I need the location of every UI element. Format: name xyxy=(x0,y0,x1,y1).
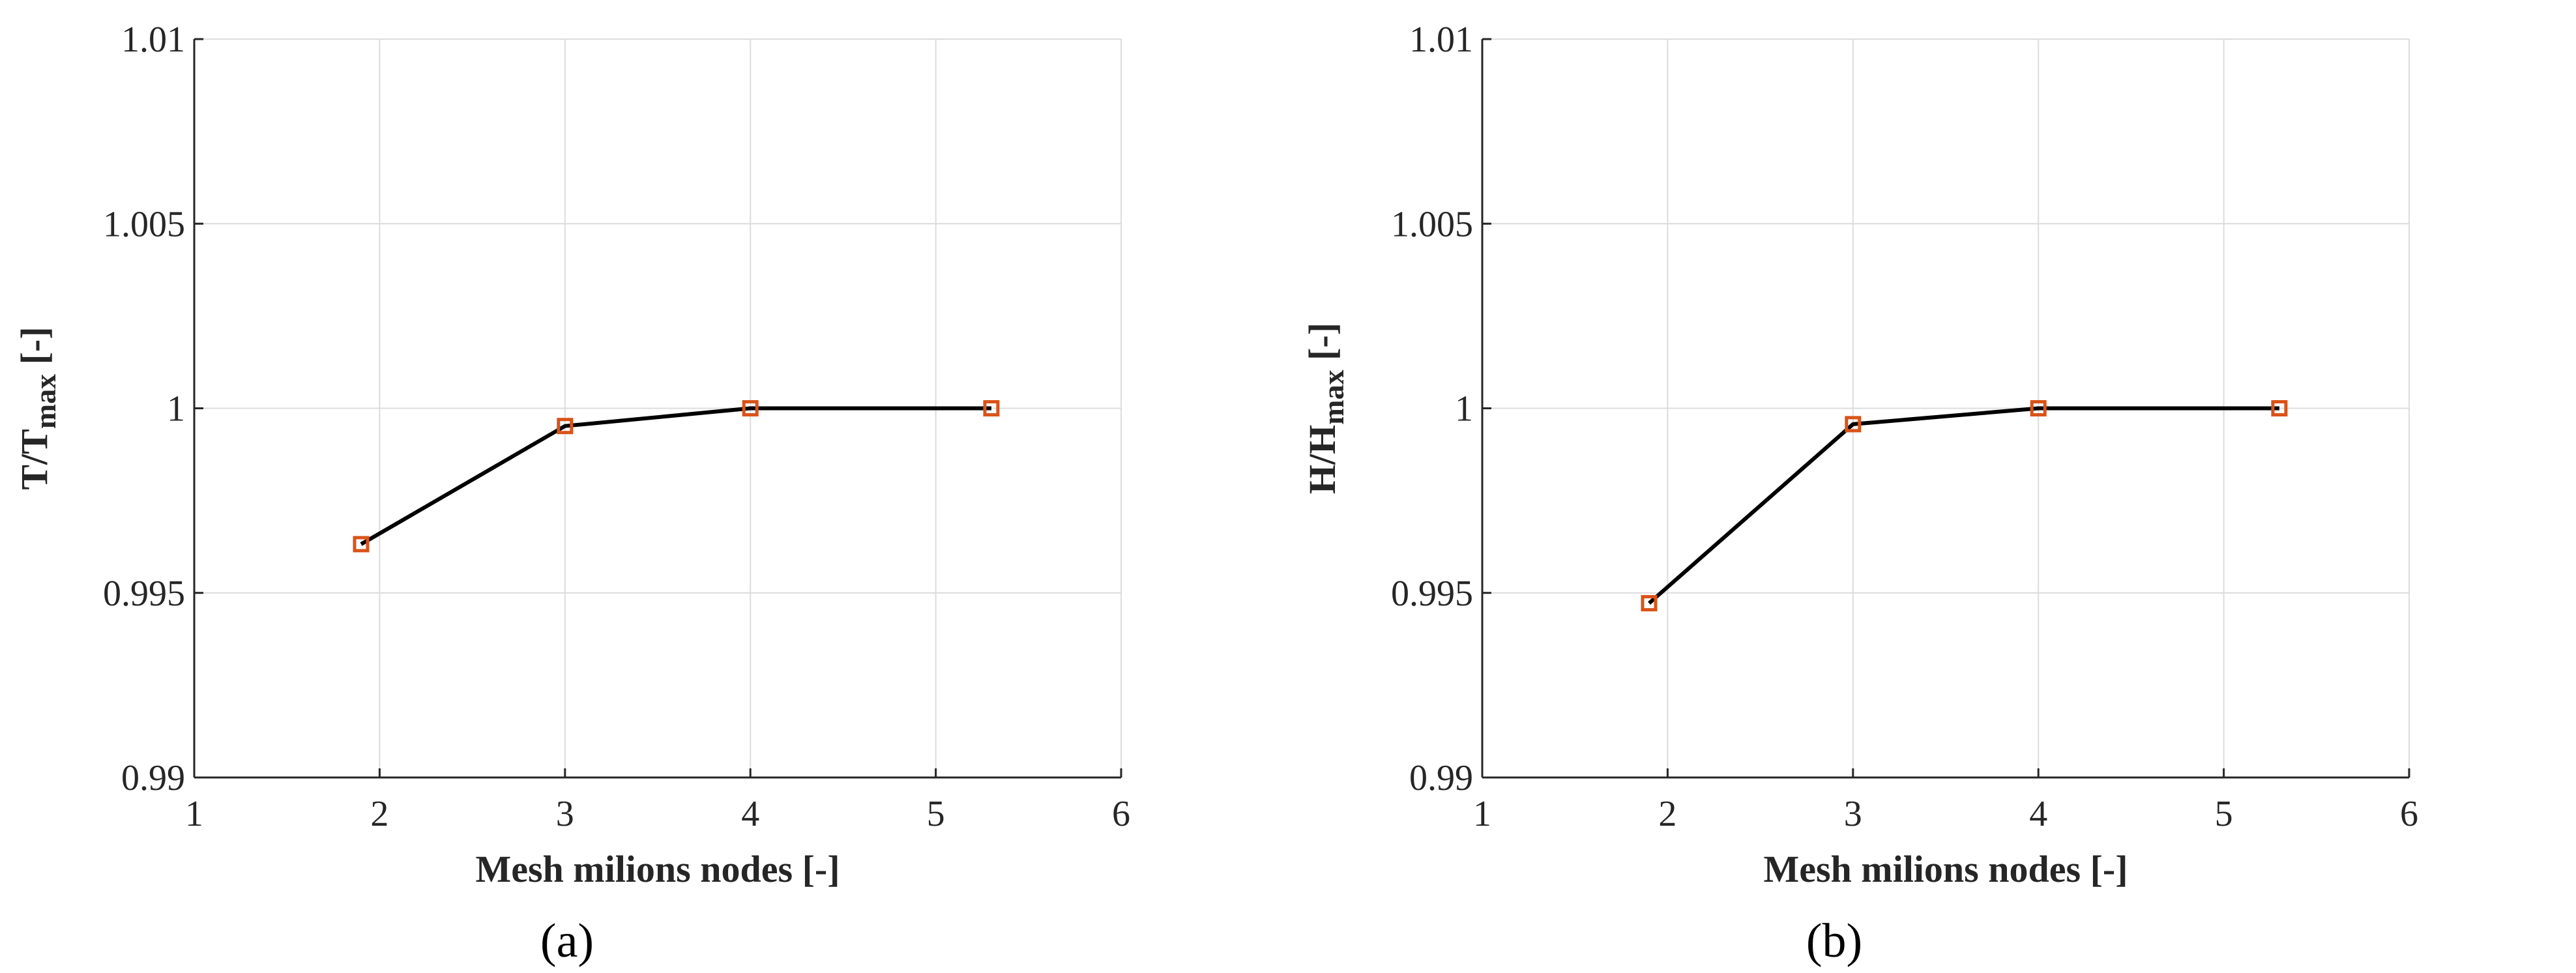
chart-a-panel-label: (a) xyxy=(540,914,594,968)
chart-b-axes xyxy=(1481,38,2410,779)
chart-b-ytick-label-3: 1.005 xyxy=(1391,204,1473,244)
chart-b-series-0-point-0 xyxy=(1641,595,1658,612)
chart-a-series-0-line xyxy=(360,406,991,546)
chart-a-ytick-labels: 0.99 0.995 1 1.005 1.01 xyxy=(103,20,185,798)
chart-a-ylabel-main: T/T xyxy=(13,429,55,490)
chart-b-svg: 1 2 3 4 5 6 0.99 0.995 1 1.005 1.01 Mesh milions … xyxy=(1301,20,2418,968)
chart-a-ylabel-unit: [-] xyxy=(13,327,55,373)
chart-b-ylabel-main: H/H xyxy=(1301,425,1343,494)
chart-a-y-axis-label: T/Tmax [-] xyxy=(13,327,62,489)
chart-b-xtick-label-4: 4 xyxy=(2029,794,2047,834)
chart-a-xtick-labels: 1 2 3 4 5 6 xyxy=(185,794,1130,834)
chart-a-ytick-label-1: 0.995 xyxy=(103,574,185,614)
chart-b-series-0-line xyxy=(1648,406,2279,605)
chart-a-xtick-label-2: 2 xyxy=(370,794,388,834)
chart-b-panel-label: (b) xyxy=(1806,914,1862,968)
chart-a-axes xyxy=(193,38,1122,779)
chart-b-xtick-label-6: 6 xyxy=(2400,794,2418,834)
chart-b-xtick-label-3: 3 xyxy=(1844,794,1862,834)
chart-b-ytick-label-2: 1 xyxy=(1455,389,1473,429)
chart-b-series-0-point-3 xyxy=(2271,400,2288,416)
chart-a-svg: 1 2 3 4 5 6 0.99 0.995 1 1.005 1.01 Mesh milions … xyxy=(13,20,1130,968)
chart-b-xtick-label-1: 1 xyxy=(1473,794,1491,834)
chart-a-ytick-label-3: 1.005 xyxy=(103,204,185,244)
chart-a-xtick-label-4: 4 xyxy=(741,794,759,834)
chart-a-series-0-point-3 xyxy=(983,400,1000,416)
chart-b-ylabel-sub: max xyxy=(1317,370,1350,424)
chart-b-ytick-label-0: 0.99 xyxy=(1409,758,1473,798)
chart-b-series-0-point-2 xyxy=(2030,400,2047,416)
chart-b-x-axis-label: Mesh milions nodes [-] xyxy=(1763,848,2128,890)
chart-b-ylabel-unit: [-] xyxy=(1301,323,1343,370)
chart-b-y-axis-label: H/Hmax [-] xyxy=(1301,323,1350,494)
chart-b-ytick-labels: 0.99 0.995 1 1.005 1.01 xyxy=(1391,20,1473,798)
chart-b-xtick-labels: 1 2 3 4 5 6 xyxy=(1473,794,2418,834)
chart-b-series-0-point-1 xyxy=(1845,416,1862,433)
chart-b-series xyxy=(1641,400,2288,612)
chart-panel-a: 1 2 3 4 5 6 0.99 0.995 1 1.005 1.01 Mesh milions … xyxy=(13,20,1130,968)
chart-a-xtick-label-6: 6 xyxy=(1112,794,1130,834)
chart-a-ytick-label-2: 1 xyxy=(167,389,185,429)
chart-b-xtick-label-2: 2 xyxy=(1658,794,1676,834)
chart-a-xtick-label-1: 1 xyxy=(185,794,203,834)
chart-a-series-0-point-2 xyxy=(742,400,759,416)
chart-a-xtick-label-5: 5 xyxy=(927,794,945,834)
chart-a-ytick-label-0: 0.99 xyxy=(121,758,185,798)
chart-b-ytick-label-1: 0.995 xyxy=(1391,574,1473,614)
chart-a-series xyxy=(353,400,1000,553)
chart-a-x-axis-label: Mesh milions nodes [-] xyxy=(475,848,840,890)
chart-a-ylabel-sub: max xyxy=(29,374,62,429)
chart-a-ytick-label-4: 1.01 xyxy=(121,20,185,60)
chart-b-xtick-label-5: 5 xyxy=(2215,794,2233,834)
chart-a-xtick-label-3: 3 xyxy=(556,794,574,834)
chart-a-series-0-point-0 xyxy=(353,536,370,553)
chart-panel-b: 1 2 3 4 5 6 0.99 0.995 1 1.005 1.01 Mesh milions … xyxy=(1288,0,2576,973)
chart-b-ytick-label-4: 1.01 xyxy=(1409,20,1473,60)
chart-a-series-0-point-1 xyxy=(557,418,574,435)
